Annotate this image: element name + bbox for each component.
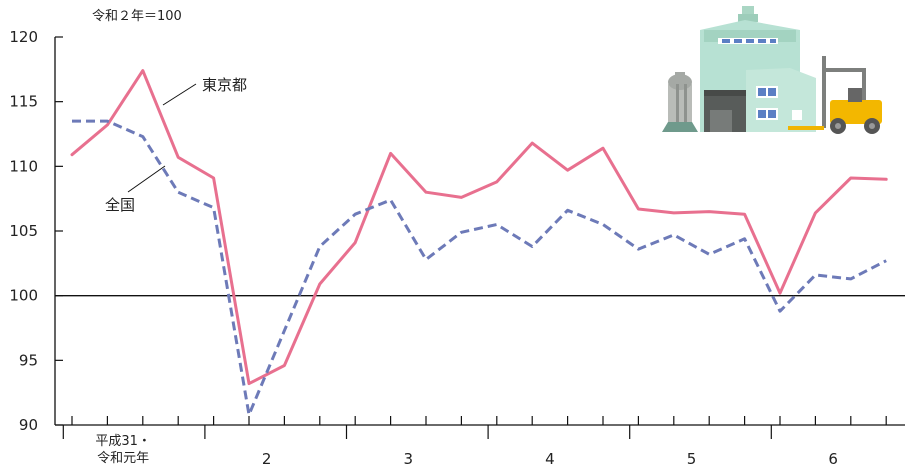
chart-axes [54,36,905,439]
y-tick-label: 115 [9,93,38,111]
unit-note: 令和２年＝100 [92,9,182,24]
x-year-label: 4 [545,450,555,468]
x-year-label: 5 [687,450,697,468]
factory-forklift-icon [662,6,882,134]
tick-labels: 90 95 100 105 110 115 120 令和２年＝100 平成31・令和元年 2 3 4 5… [9,9,838,468]
series-label-tokyo: 東京都 [202,76,247,94]
x-label-first-line1: 平成31・ [95,434,151,449]
series-line-tokyo [70,69,888,386]
x-year-label: 3 [404,450,414,468]
y-tick-label: 120 [9,28,38,46]
y-tick-label: 95 [19,351,38,369]
series-line-national [72,119,887,417]
y-tick-label: 105 [9,222,38,240]
series-label-national: 全国 [105,196,135,214]
y-tick-label: 100 [9,287,38,305]
x-label-first-line2: 令和元年 [97,451,149,466]
label-leader-tokyo [162,83,197,106]
y-tick-label: 90 [19,416,38,434]
label-leader-national [127,165,166,193]
x-year-label: 2 [262,450,272,468]
x-year-label: 6 [828,450,838,468]
y-tick-label: 110 [9,157,38,175]
